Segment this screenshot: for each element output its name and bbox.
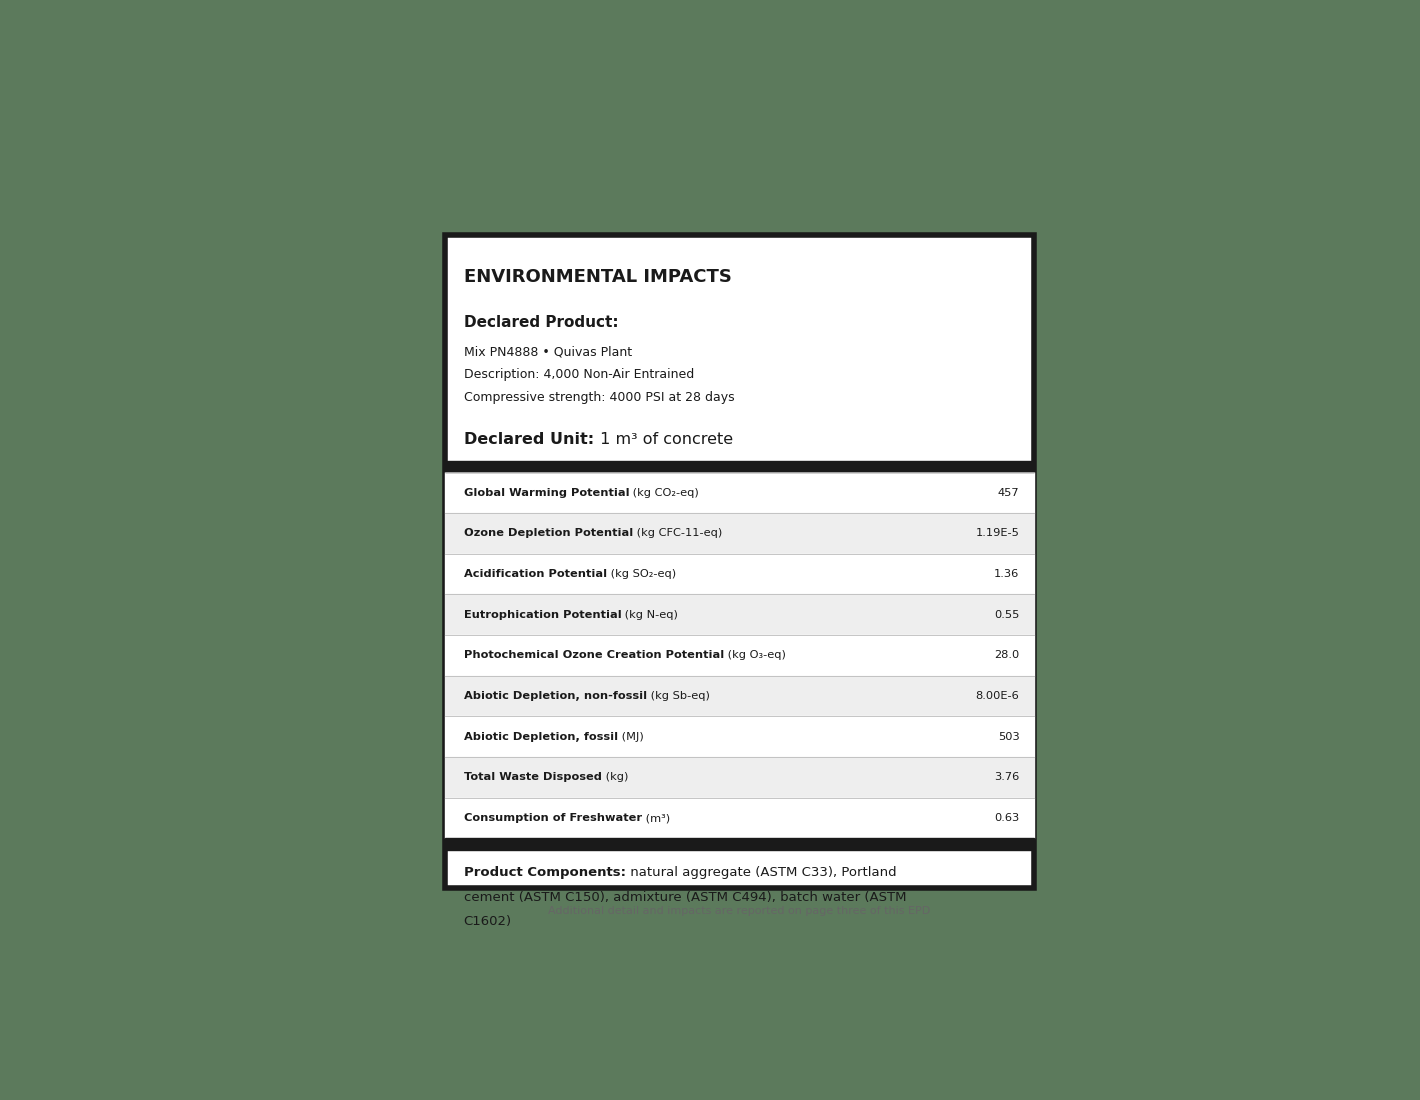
Text: 0.63: 0.63 [994, 813, 1020, 823]
Bar [444, 838, 1034, 850]
Text: 1.36: 1.36 [994, 569, 1020, 579]
Text: (kg SO₂-eq): (kg SO₂-eq) [606, 569, 676, 579]
Text: Acidification Potential: Acidification Potential [463, 569, 606, 579]
Text: cement (ASTM C150), admixture (ASTM C494), batch water (ASTM: cement (ASTM C150), admixture (ASTM C494… [463, 891, 906, 904]
Text: Abiotic Depletion, non-fossil: Abiotic Depletion, non-fossil [463, 691, 646, 701]
Text: natural aggregate (ASTM C33), Portland: natural aggregate (ASTM C33), Portland [626, 866, 896, 879]
Bar [444, 757, 1034, 798]
Bar [444, 635, 1034, 675]
Text: Eutrophication Potential: Eutrophication Potential [463, 609, 622, 619]
Text: (kg): (kg) [602, 772, 628, 782]
Bar [444, 675, 1034, 716]
Text: (kg O₃-eq): (kg O₃-eq) [724, 650, 785, 660]
Text: 0.55: 0.55 [994, 609, 1020, 619]
Text: 1.19E-5: 1.19E-5 [976, 528, 1020, 539]
Text: Product Components:: Product Components: [463, 866, 626, 879]
Text: Additional detail and impacts are reported on page three of this EPD: Additional detail and impacts are report… [548, 906, 930, 916]
Text: C1602): C1602) [463, 914, 511, 927]
Bar [444, 473, 1034, 514]
Bar [444, 461, 1034, 473]
Text: (MJ): (MJ) [618, 732, 643, 741]
Text: Total Waste Disposed: Total Waste Disposed [463, 772, 602, 782]
Bar [444, 594, 1034, 635]
Text: 28.0: 28.0 [994, 650, 1020, 660]
Text: Ozone Depletion Potential: Ozone Depletion Potential [463, 528, 633, 539]
Text: (kg CFC-11-eq): (kg CFC-11-eq) [633, 528, 723, 539]
Text: Global Warming Potential: Global Warming Potential [463, 487, 629, 498]
Text: (kg CO₂-eq): (kg CO₂-eq) [629, 487, 699, 498]
Text: 8.00E-6: 8.00E-6 [976, 691, 1020, 701]
Bar [444, 553, 1034, 594]
Text: Description: 4,000 Non-Air Entrained: Description: 4,000 Non-Air Entrained [463, 368, 694, 382]
Text: (kg N-eq): (kg N-eq) [622, 609, 679, 619]
Text: Consumption of Freshwater: Consumption of Freshwater [463, 813, 642, 823]
Text: Mix PN4888 • Quivas Plant: Mix PN4888 • Quivas Plant [463, 345, 632, 359]
Text: Photochemical Ozone Creation Potential: Photochemical Ozone Creation Potential [463, 650, 724, 660]
Text: Abiotic Depletion, fossil: Abiotic Depletion, fossil [463, 732, 618, 741]
Text: 1 m³ of concrete: 1 m³ of concrete [595, 432, 733, 447]
Text: Compressive strength: 4000 PSI at 28 days: Compressive strength: 4000 PSI at 28 day… [463, 392, 734, 404]
Text: Declared Product:: Declared Product: [463, 315, 618, 330]
Bar [444, 716, 1034, 757]
FancyBboxPatch shape [444, 235, 1034, 888]
Text: Declared Unit:: Declared Unit: [463, 432, 594, 447]
Text: 3.76: 3.76 [994, 772, 1020, 782]
Text: 457: 457 [998, 487, 1020, 498]
Bar [444, 798, 1034, 838]
Bar [444, 514, 1034, 553]
Text: (kg Sb-eq): (kg Sb-eq) [646, 691, 710, 701]
Text: (m³): (m³) [642, 813, 670, 823]
Text: 503: 503 [998, 732, 1020, 741]
Text: ENVIRONMENTAL IMPACTS: ENVIRONMENTAL IMPACTS [463, 267, 731, 286]
